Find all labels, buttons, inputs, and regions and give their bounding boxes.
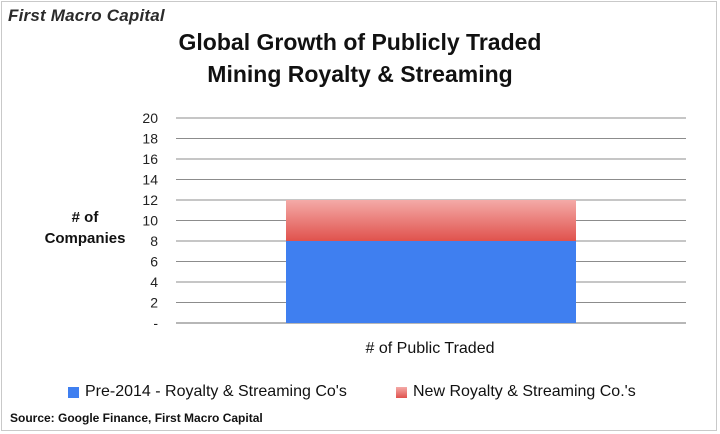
- legend-label-pre-2014: Pre-2014 - Royalty & Streaming Co's: [85, 383, 347, 400]
- y-axis-label-line-1: # of: [71, 209, 99, 226]
- y-tick-label: 20: [142, 110, 158, 126]
- y-tick-label: 10: [142, 213, 158, 229]
- source-note: Source: Google Finance, First Macro Capi…: [10, 411, 263, 425]
- y-tick-label: 16: [142, 151, 158, 167]
- y-tick-label: 6: [150, 254, 158, 270]
- y-tick-label: 2: [150, 295, 158, 311]
- chart-title-line-1: Global Growth of Publicly Traded: [178, 29, 542, 55]
- legend-swatch-new: [396, 386, 407, 398]
- legend-label-new: New Royalty & Streaming Co.'s: [413, 383, 636, 400]
- x-axis-label: # of Public Traded: [365, 340, 495, 357]
- chart-title-line-2: Mining Royalty & Streaming: [207, 61, 513, 87]
- y-tick-label: 12: [142, 192, 158, 208]
- bar-new-royalty-streaming: [286, 200, 576, 241]
- legend-item-pre-2014: Pre-2014 - Royalty & Streaming Co's: [68, 383, 347, 401]
- brand-label: First Macro Capital: [8, 6, 165, 25]
- y-tick-label: 8: [150, 233, 158, 249]
- y-axis-label-line-2: Companies: [44, 230, 126, 247]
- y-tick-label: -: [153, 315, 158, 331]
- legend-item-new: New Royalty & Streaming Co.'s: [396, 383, 636, 401]
- legend-swatch-pre-2014: [68, 386, 79, 398]
- bar-pre-2014: [286, 241, 576, 323]
- y-tick-label: 18: [142, 131, 158, 147]
- y-tick-label: 14: [142, 172, 158, 188]
- y-tick-label: 4: [150, 274, 158, 290]
